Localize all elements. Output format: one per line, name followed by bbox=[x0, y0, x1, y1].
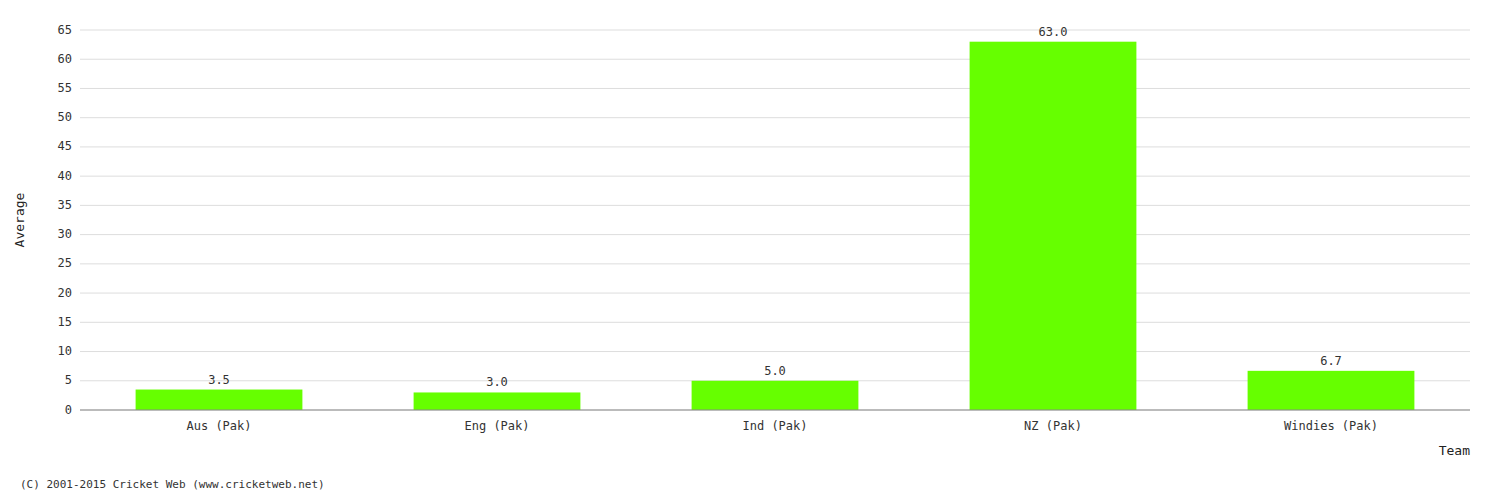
y-tick-label: 25 bbox=[58, 256, 72, 270]
y-tick-label: 10 bbox=[58, 344, 72, 358]
x-tick-label: Eng (Pak) bbox=[464, 419, 529, 433]
y-tick-label: 50 bbox=[58, 110, 72, 124]
grid bbox=[80, 30, 1470, 410]
grid-line bbox=[80, 146, 1470, 147]
y-tick-label: 60 bbox=[58, 52, 72, 66]
x-axis-line bbox=[80, 410, 1470, 411]
grid-line bbox=[80, 410, 1470, 411]
x-axis: Aus (Pak) Eng (Pak) Ind (Pak) NZ (Pak) Windi… bbox=[80, 410, 1470, 433]
grid-line bbox=[80, 176, 1470, 177]
bar bbox=[692, 381, 859, 410]
data-label: 3.0 bbox=[486, 375, 508, 389]
y-tick-label: 30 bbox=[58, 227, 72, 241]
y-tick-label: 0 bbox=[65, 403, 72, 417]
grid-line bbox=[80, 234, 1470, 235]
data-label: 63.0 bbox=[1039, 25, 1068, 39]
x-tick-label: Windies (Pak) bbox=[1284, 419, 1378, 433]
data-labels: 3.5 3.0 5.0 63.0 6.7 bbox=[208, 25, 1342, 390]
grid-line bbox=[80, 263, 1470, 264]
x-tick-label: Aus (Pak) bbox=[186, 419, 251, 433]
bar bbox=[970, 42, 1137, 410]
grid-line bbox=[80, 293, 1470, 294]
grid-line bbox=[80, 88, 1470, 89]
x-tick-label: NZ (Pak) bbox=[1024, 419, 1082, 433]
grid-line bbox=[80, 117, 1470, 118]
footer-annotation: (C) 2001-2015 Cricket Web (www.cricketwe… bbox=[20, 478, 325, 491]
y-tick-label: 40 bbox=[58, 169, 72, 183]
data-label: 3.5 bbox=[208, 373, 230, 387]
bar bbox=[1248, 371, 1415, 410]
y-tick-label: 5 bbox=[65, 373, 72, 387]
bar bbox=[136, 390, 303, 410]
x-tick-label: Ind (Pak) bbox=[742, 419, 807, 433]
y-tick-label: 55 bbox=[58, 81, 72, 95]
y-axis-label: Average bbox=[12, 192, 27, 247]
y-tick-label: 20 bbox=[58, 286, 72, 300]
bars bbox=[136, 42, 1415, 410]
grid-line bbox=[80, 205, 1470, 206]
chart-svg: 0 5 10 15 20 25 30 35 40 45 50 55 60 65 3.5 3.0 5.0 63.0 6… bbox=[0, 0, 1500, 500]
y-tick-label: 65 bbox=[58, 23, 72, 37]
grid-line bbox=[80, 322, 1470, 323]
data-label: 6.7 bbox=[1320, 354, 1342, 368]
y-axis: 0 5 10 15 20 25 30 35 40 45 50 55 60 65 bbox=[58, 23, 72, 417]
bar bbox=[414, 392, 581, 410]
grid-line bbox=[80, 59, 1470, 60]
y-tick-label: 35 bbox=[58, 198, 72, 212]
chart-container: 0 5 10 15 20 25 30 35 40 45 50 55 60 65 3.5 3.0 5.0 63.0 6… bbox=[0, 0, 1500, 500]
x-axis-label: Team bbox=[1439, 443, 1470, 458]
grid-line bbox=[80, 30, 1470, 31]
y-tick-label: 15 bbox=[58, 315, 72, 329]
grid-line bbox=[80, 351, 1470, 352]
data-label: 5.0 bbox=[764, 364, 786, 378]
y-tick-label: 45 bbox=[58, 139, 72, 153]
